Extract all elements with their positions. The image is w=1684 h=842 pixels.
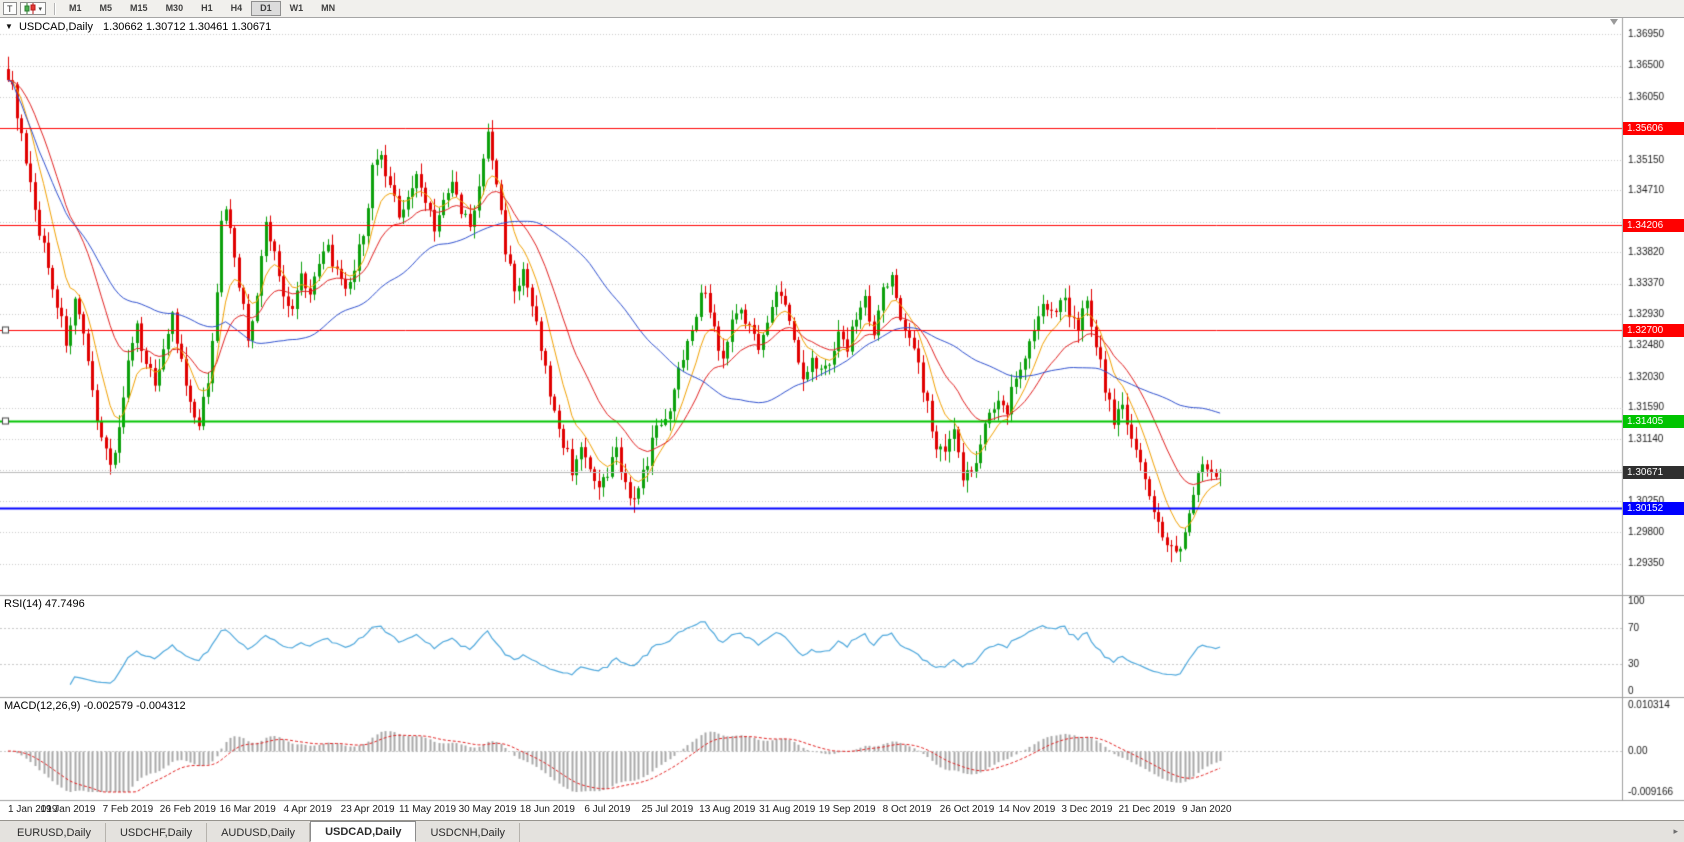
period-button-d1[interactable]: D1	[251, 1, 281, 16]
text-tool-button[interactable]: T	[3, 2, 17, 15]
macd-indicator-label: MACD(12,26,9) -0.002579 -0.004312	[4, 700, 186, 712]
period-button-h1[interactable]: H1	[201, 3, 213, 13]
chart-title: ▼ USDCAD,Daily 1.30662 1.30712 1.30461 1…	[5, 21, 271, 33]
timeframe-buttons: M1 M5 M15 M30 H1 H4 D1 W1 MN	[60, 1, 344, 16]
period-button-m30[interactable]: M30	[165, 3, 184, 13]
chart-shift-marker-icon[interactable]	[1610, 19, 1618, 25]
candlestick-chart-icon	[24, 3, 35, 14]
top-toolbar: T ▾ M1 M5 M15 M30 H1 H4 D1 W1 MN	[0, 0, 1684, 18]
chart-tab-bar: EURUSD,Daily USDCHF,Daily AUDUSD,Daily USDC…	[0, 820, 1684, 842]
period-button-m15[interactable]: M15	[130, 3, 148, 13]
chart-tab-usdcnh[interactable]: USDCNH,Daily	[416, 823, 521, 842]
period-button-h4[interactable]: H4	[230, 3, 243, 13]
chart-tabs: EURUSD,Daily USDCHF,Daily AUDUSD,Daily USDC…	[3, 821, 521, 842]
text-tool-label: T	[7, 3, 13, 14]
tab-scroll-right-icon[interactable]: ▸	[1673, 826, 1678, 836]
chart-tab-usdchf[interactable]: USDCHF,Daily	[105, 823, 208, 842]
chart-tab-eurusd[interactable]: EURUSD,Daily	[3, 823, 106, 842]
period-button-m5[interactable]: M5	[99, 3, 113, 13]
toolbar-separator	[54, 2, 56, 15]
chart-tab-usdcad[interactable]: USDCAD,Daily	[310, 821, 417, 842]
period-button-m1[interactable]: M1	[69, 3, 82, 13]
period-button-mn[interactable]: MN	[321, 3, 336, 13]
chart-symbol: USDCAD,Daily	[18, 21, 93, 33]
symbol-marker-icon: ▼	[5, 22, 13, 31]
period-button-w1[interactable]: W1	[289, 3, 304, 13]
chart-ohlc-values: 1.30662 1.30712 1.30461 1.30671	[103, 21, 272, 33]
chevron-down-icon: ▾	[38, 5, 43, 13]
chart-type-dropdown[interactable]: ▾	[19, 2, 47, 15]
chart-tab-audusd[interactable]: AUDUSD,Daily	[207, 823, 311, 842]
rsi-indicator-label: RSI(14) 47.7496	[4, 598, 85, 610]
